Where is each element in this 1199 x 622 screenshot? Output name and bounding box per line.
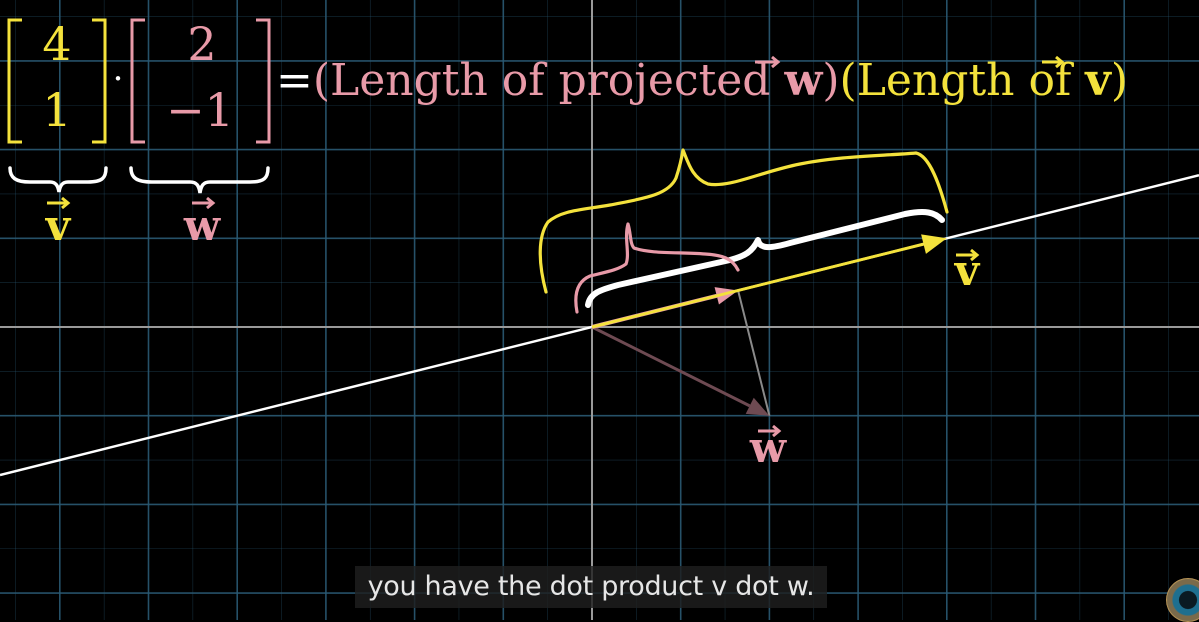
white-brace-length-of-v bbox=[585, 209, 945, 308]
v-arrow-label-text: v bbox=[954, 246, 981, 295]
v-entry-1: 4 bbox=[42, 17, 71, 71]
rhs-v-arrow-accent bbox=[1042, 55, 1065, 69]
v-under-label: v bbox=[45, 196, 72, 250]
arrow-shaft bbox=[591, 242, 924, 329]
v-matrix-right-bracket bbox=[92, 18, 107, 144]
subtitle-caption: you have the dot product v dot w. bbox=[355, 566, 827, 608]
v-arrow-label-arrow-icon bbox=[956, 248, 980, 262]
v-matrix-left-bracket bbox=[7, 18, 22, 144]
w-underbrace bbox=[129, 166, 270, 194]
v-arrow-label: v bbox=[954, 246, 981, 295]
rhs-part1-open: (Length of projected bbox=[313, 55, 785, 106]
v-entry-2: 1 bbox=[42, 83, 71, 137]
w-entry-2: −1 bbox=[166, 83, 234, 137]
pink-brace-projected-w bbox=[574, 222, 740, 314]
arrow-shaft bbox=[591, 325, 751, 408]
arrow-head bbox=[921, 234, 947, 254]
rhs-part1-close: ) bbox=[822, 55, 839, 106]
equation-rhs: =(Length of projected w)(Length of v) bbox=[276, 55, 1128, 106]
w-arrow-label-arrow-icon bbox=[758, 424, 782, 438]
v-under-label-arrow-icon bbox=[47, 196, 71, 210]
w-entry-1: 2 bbox=[187, 17, 216, 71]
v-vector-arrow bbox=[591, 234, 947, 329]
perpendicular-drop-line bbox=[737, 290, 771, 416]
v-underbrace bbox=[8, 166, 108, 193]
w-matrix-right-bracket bbox=[256, 18, 271, 144]
w-arrow-label: w bbox=[749, 423, 787, 472]
arrow-head bbox=[745, 397, 770, 416]
w-arrow-label-text: w bbox=[749, 423, 787, 472]
rhs-part2-vec: v bbox=[1084, 55, 1112, 106]
channel-logo-icon bbox=[1166, 578, 1199, 622]
w-under-label-arrow-icon bbox=[192, 196, 216, 210]
rhs-part1-vec: w bbox=[783, 55, 823, 106]
rhs-part2-close: ) bbox=[1111, 55, 1128, 106]
yellow-brace-length-of-v bbox=[538, 148, 949, 294]
w-vector-arrow bbox=[591, 325, 770, 416]
dot-operator: · bbox=[113, 59, 124, 99]
w-under-label: w bbox=[183, 196, 221, 250]
equals-sign: = bbox=[276, 55, 313, 106]
rhs-w-arrow-accent bbox=[755, 55, 781, 69]
v-under-label-text: v bbox=[45, 201, 72, 250]
w-under-label-text: w bbox=[183, 201, 221, 250]
w-matrix-left-bracket bbox=[130, 18, 145, 144]
